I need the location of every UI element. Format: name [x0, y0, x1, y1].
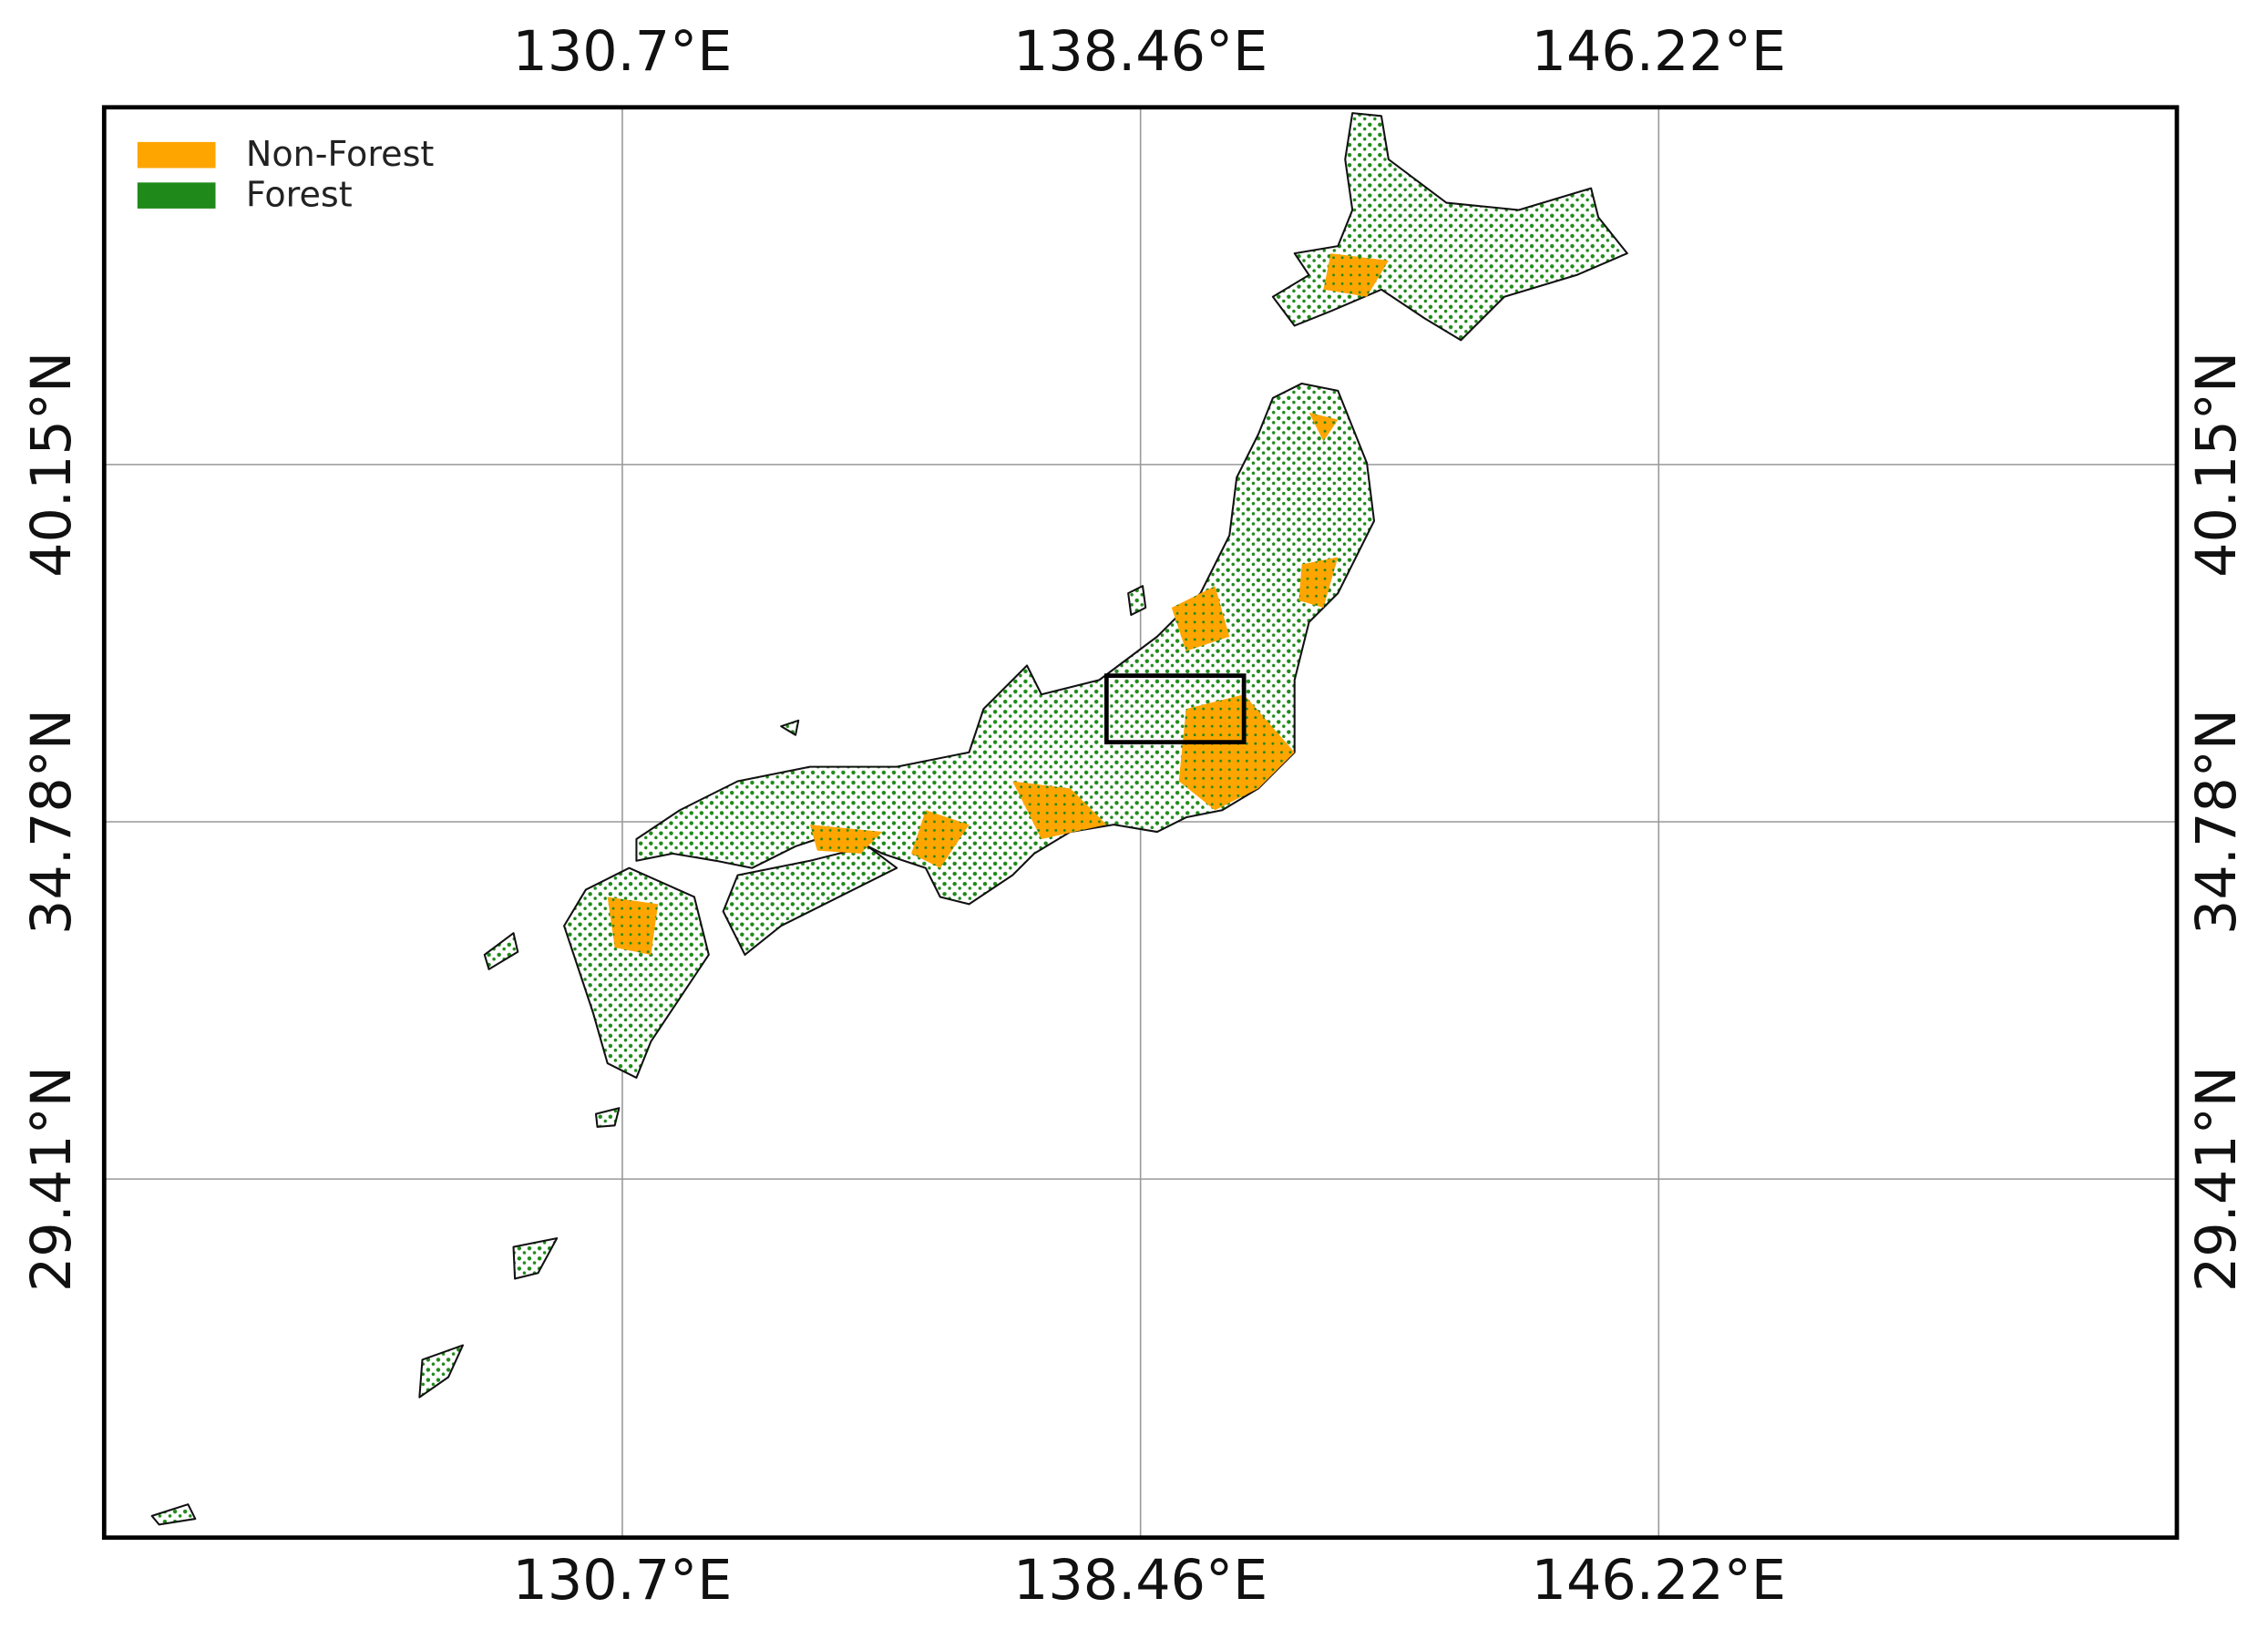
amami	[594, 1107, 621, 1128]
non-forest-area	[1298, 557, 1339, 609]
x-tick-label: 146.22°E	[1532, 1549, 1786, 1613]
island	[150, 1503, 197, 1526]
map-frame	[101, 105, 2180, 1541]
y-tick-label: 40.15°N	[20, 352, 84, 578]
legend-label: Forest	[246, 175, 353, 215]
non-forest-area	[1178, 694, 1295, 811]
okinawa	[512, 1237, 559, 1280]
non-forest-area	[607, 896, 659, 955]
kyushu	[563, 866, 710, 1079]
y-tick-label: 34.78°N	[2185, 709, 2249, 935]
non-forest-area	[1323, 253, 1389, 297]
non-forest-area	[809, 825, 883, 854]
island	[483, 932, 519, 970]
non-forest-areas	[607, 253, 1389, 955]
y-tick-label: 29.41°N	[20, 1066, 84, 1292]
non-forest-area	[911, 810, 970, 868]
non-forest-area	[1012, 781, 1107, 839]
shikoku	[722, 845, 898, 957]
non-forest-area	[1308, 412, 1339, 442]
legend-swatch	[137, 182, 216, 209]
legend-swatch	[137, 141, 216, 169]
y-tick-label: 34.78°N	[20, 709, 84, 935]
sado	[1127, 585, 1147, 616]
legend-label: Non-Forest	[246, 134, 435, 174]
non-forest-area	[1171, 586, 1230, 651]
x-tick-label: 130.7°E	[512, 1549, 732, 1613]
tick-labels: 130.7°E 130.7°E 138.46°E 138.46°E 146.22°E 14…	[20, 20, 2249, 1613]
legend: Non-Forest Forest	[137, 134, 435, 215]
y-tick-label: 29.41°N	[2185, 1066, 2249, 1292]
x-tick-label: 138.46°E	[1013, 1549, 1267, 1613]
study-area-box	[1103, 673, 1247, 745]
x-tick-label: 138.46°E	[1013, 20, 1267, 84]
x-tick-label: 146.22°E	[1532, 20, 1786, 84]
island	[418, 1344, 464, 1398]
x-tick-label: 130.7°E	[512, 20, 732, 84]
island	[780, 719, 800, 736]
y-tick-label: 40.15°N	[2185, 352, 2249, 578]
